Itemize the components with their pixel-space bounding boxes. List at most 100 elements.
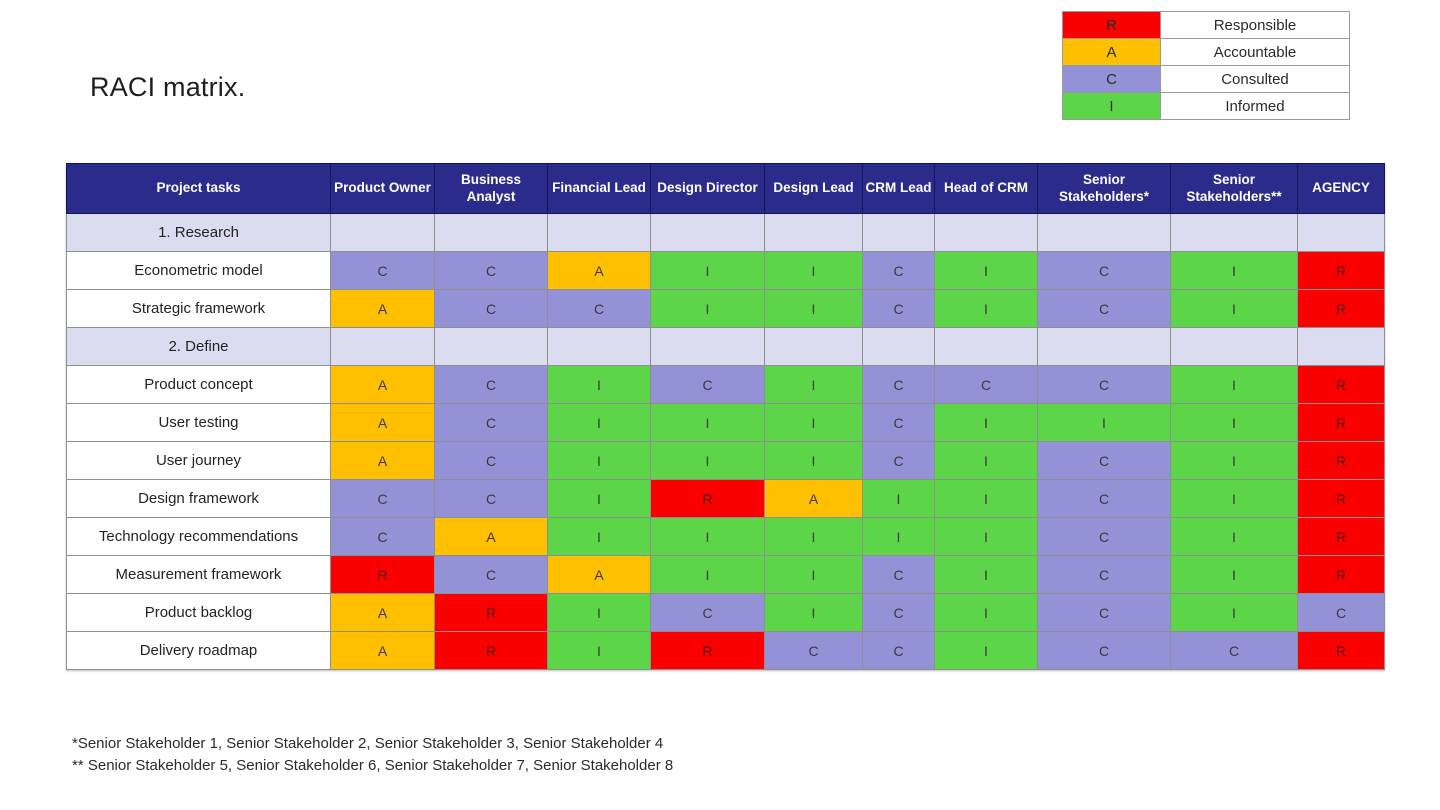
raci-cell: I	[764, 365, 863, 404]
section-empty-cell	[764, 327, 863, 366]
task-label: Delivery roadmap	[66, 631, 331, 670]
raci-header-row: Project tasks Product Owner Business Anal…	[66, 163, 1385, 214]
raci-cell: C	[1037, 631, 1171, 670]
raci-cell: I	[1170, 517, 1298, 556]
raci-cell: C	[1297, 593, 1385, 632]
raci-cell: A	[764, 479, 863, 518]
raci-cell: C	[1037, 289, 1171, 328]
section-empty-cell	[934, 327, 1038, 366]
section-empty-cell	[650, 327, 765, 366]
column-header-project-tasks: Project tasks	[66, 163, 331, 214]
raci-cell: A	[330, 631, 435, 670]
legend-label: Consulted	[1160, 65, 1350, 93]
section-empty-cell	[650, 213, 765, 252]
legend-swatch: C	[1062, 65, 1161, 93]
task-row: User testing A C I I I C I I I R	[66, 403, 1385, 442]
raci-cell: C	[434, 479, 548, 518]
legend-swatch: R	[1062, 11, 1161, 39]
raci-table-body: 1. Research Econometric model C C A I I C I C I R St…	[66, 213, 1385, 670]
raci-cell: I	[764, 555, 863, 594]
raci-cell: I	[650, 403, 765, 442]
task-row: User journey A C I I I C I C I R	[66, 441, 1385, 480]
raci-cell: C	[434, 251, 548, 290]
raci-cell: C	[862, 403, 935, 442]
raci-cell: C	[862, 631, 935, 670]
column-header: Senior Stakeholders*	[1037, 163, 1171, 214]
raci-cell: C	[862, 555, 935, 594]
column-header: Product Owner	[330, 163, 435, 214]
raci-cell: C	[330, 251, 435, 290]
task-label: Technology recommendations	[66, 517, 331, 556]
raci-cell: I	[764, 289, 863, 328]
section-empty-cell	[434, 327, 548, 366]
raci-cell: C	[1037, 555, 1171, 594]
task-label: Design framework	[66, 479, 331, 518]
raci-cell: I	[1170, 555, 1298, 594]
raci-cell: I	[650, 251, 765, 290]
raci-cell: I	[934, 593, 1038, 632]
section-label: 2. Define	[66, 327, 331, 366]
raci-cell: C	[862, 365, 935, 404]
legend-row: C Consulted	[1062, 65, 1350, 93]
raci-cell: I	[764, 517, 863, 556]
task-label: Strategic framework	[66, 289, 331, 328]
raci-cell: I	[1170, 403, 1298, 442]
raci-cell: C	[862, 441, 935, 480]
raci-cell: R	[1297, 631, 1385, 670]
raci-cell: I	[764, 403, 863, 442]
raci-cell: I	[547, 403, 651, 442]
raci-cell: I	[1170, 365, 1298, 404]
raci-cell: I	[1170, 479, 1298, 518]
section-empty-cell	[862, 213, 935, 252]
raci-cell: C	[434, 289, 548, 328]
task-row: Econometric model C C A I I C I C I R	[66, 251, 1385, 290]
task-label: Product backlog	[66, 593, 331, 632]
section-empty-cell	[934, 213, 1038, 252]
raci-cell: I	[547, 517, 651, 556]
task-row: Product concept A C I C I C C C I R	[66, 365, 1385, 404]
raci-cell: A	[330, 289, 435, 328]
raci-cell: R	[434, 593, 548, 632]
legend-label: Informed	[1160, 92, 1350, 120]
raci-cell: I	[764, 441, 863, 480]
raci-cell: R	[1297, 289, 1385, 328]
raci-cell: A	[330, 593, 435, 632]
section-empty-cell	[547, 327, 651, 366]
section-empty-cell	[1037, 327, 1171, 366]
raci-cell: R	[1297, 517, 1385, 556]
task-row: Product backlog A R I C I C I C I C	[66, 593, 1385, 632]
raci-matrix-table: Project tasks Product Owner Business Anal…	[66, 163, 1385, 670]
raci-cell: I	[934, 479, 1038, 518]
raci-cell: I	[1170, 441, 1298, 480]
legend-label: Accountable	[1160, 38, 1350, 66]
legend-body: R Responsible A Accountable C Consulted I Infor…	[1062, 11, 1350, 120]
raci-cell: I	[934, 251, 1038, 290]
legend-row: I Informed	[1062, 92, 1350, 120]
column-header: Design Director	[650, 163, 765, 214]
section-empty-cell	[330, 213, 435, 252]
raci-cell: I	[650, 517, 765, 556]
raci-cell: C	[1037, 251, 1171, 290]
raci-cell: R	[1297, 441, 1385, 480]
raci-cell: I	[650, 289, 765, 328]
column-header: Business Analyst	[434, 163, 548, 214]
section-label: 1. Research	[66, 213, 331, 252]
footnote-line: ** Senior Stakeholder 5, Senior Stakehol…	[72, 757, 674, 774]
task-row: Strategic framework A C C I I C I C I R	[66, 289, 1385, 328]
raci-cell: C	[862, 289, 935, 328]
raci-legend: R Responsible A Accountable C Consulted I Infor…	[1062, 11, 1350, 120]
section-row: 1. Research	[66, 213, 1385, 252]
raci-cell: A	[330, 365, 435, 404]
column-header: Design Lead	[764, 163, 863, 214]
raci-cell: R	[1297, 365, 1385, 404]
raci-cell: C	[434, 403, 548, 442]
raci-cell: A	[547, 555, 651, 594]
legend-swatch: I	[1062, 92, 1161, 120]
raci-cell: R	[330, 555, 435, 594]
column-header: Head of CRM	[934, 163, 1038, 214]
raci-cell: A	[547, 251, 651, 290]
task-label: Product concept	[66, 365, 331, 404]
raci-cell: C	[862, 251, 935, 290]
legend-swatch: A	[1062, 38, 1161, 66]
legend-row: A Accountable	[1062, 38, 1350, 66]
